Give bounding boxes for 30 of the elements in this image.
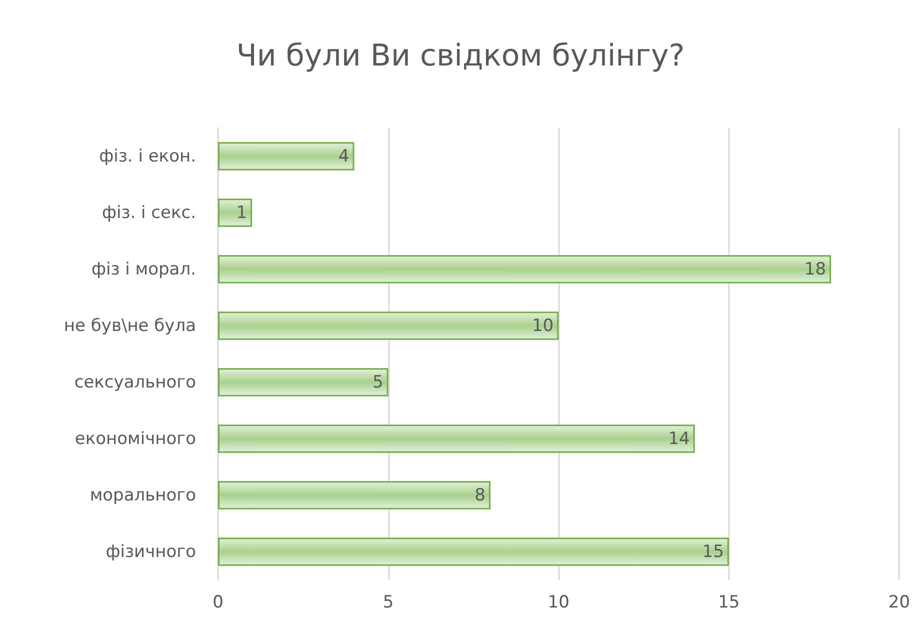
bar [218, 424, 695, 453]
data-label: 8 [474, 485, 486, 506]
data-label: 18 [804, 259, 826, 280]
x-tick-label: 0 [212, 592, 224, 612]
data-label: 1 [236, 202, 248, 223]
y-tick-label: фіз. і секс. [102, 202, 196, 223]
y-tick-label: сексуального [74, 372, 196, 392]
y-tick-label: фізичного [106, 542, 196, 562]
chart-title: Чи були Ви свідком булінгу? [236, 38, 685, 74]
x-tick-label: 15 [718, 592, 740, 612]
y-tick-label: економічного [74, 428, 196, 449]
data-label: 15 [702, 542, 724, 562]
bar [218, 481, 490, 510]
bar [218, 198, 252, 227]
bar [218, 142, 354, 170]
data-label: 10 [532, 316, 554, 336]
data-label: 14 [668, 428, 690, 449]
bar [218, 312, 559, 340]
bar [218, 538, 729, 566]
y-tick-label: фіз. і екон. [99, 146, 196, 166]
y-tick-label: не був\не була [64, 316, 196, 336]
y-tick-label: морального [90, 485, 196, 506]
x-tick-label: 20 [888, 592, 910, 612]
data-label: 4 [338, 146, 350, 166]
bar [218, 368, 388, 396]
y-tick-label: фіз і морал. [91, 259, 196, 280]
x-tick-label: 5 [382, 592, 394, 612]
bar [218, 255, 832, 284]
x-tick-label: 10 [548, 592, 570, 612]
data-label: 5 [372, 372, 384, 392]
